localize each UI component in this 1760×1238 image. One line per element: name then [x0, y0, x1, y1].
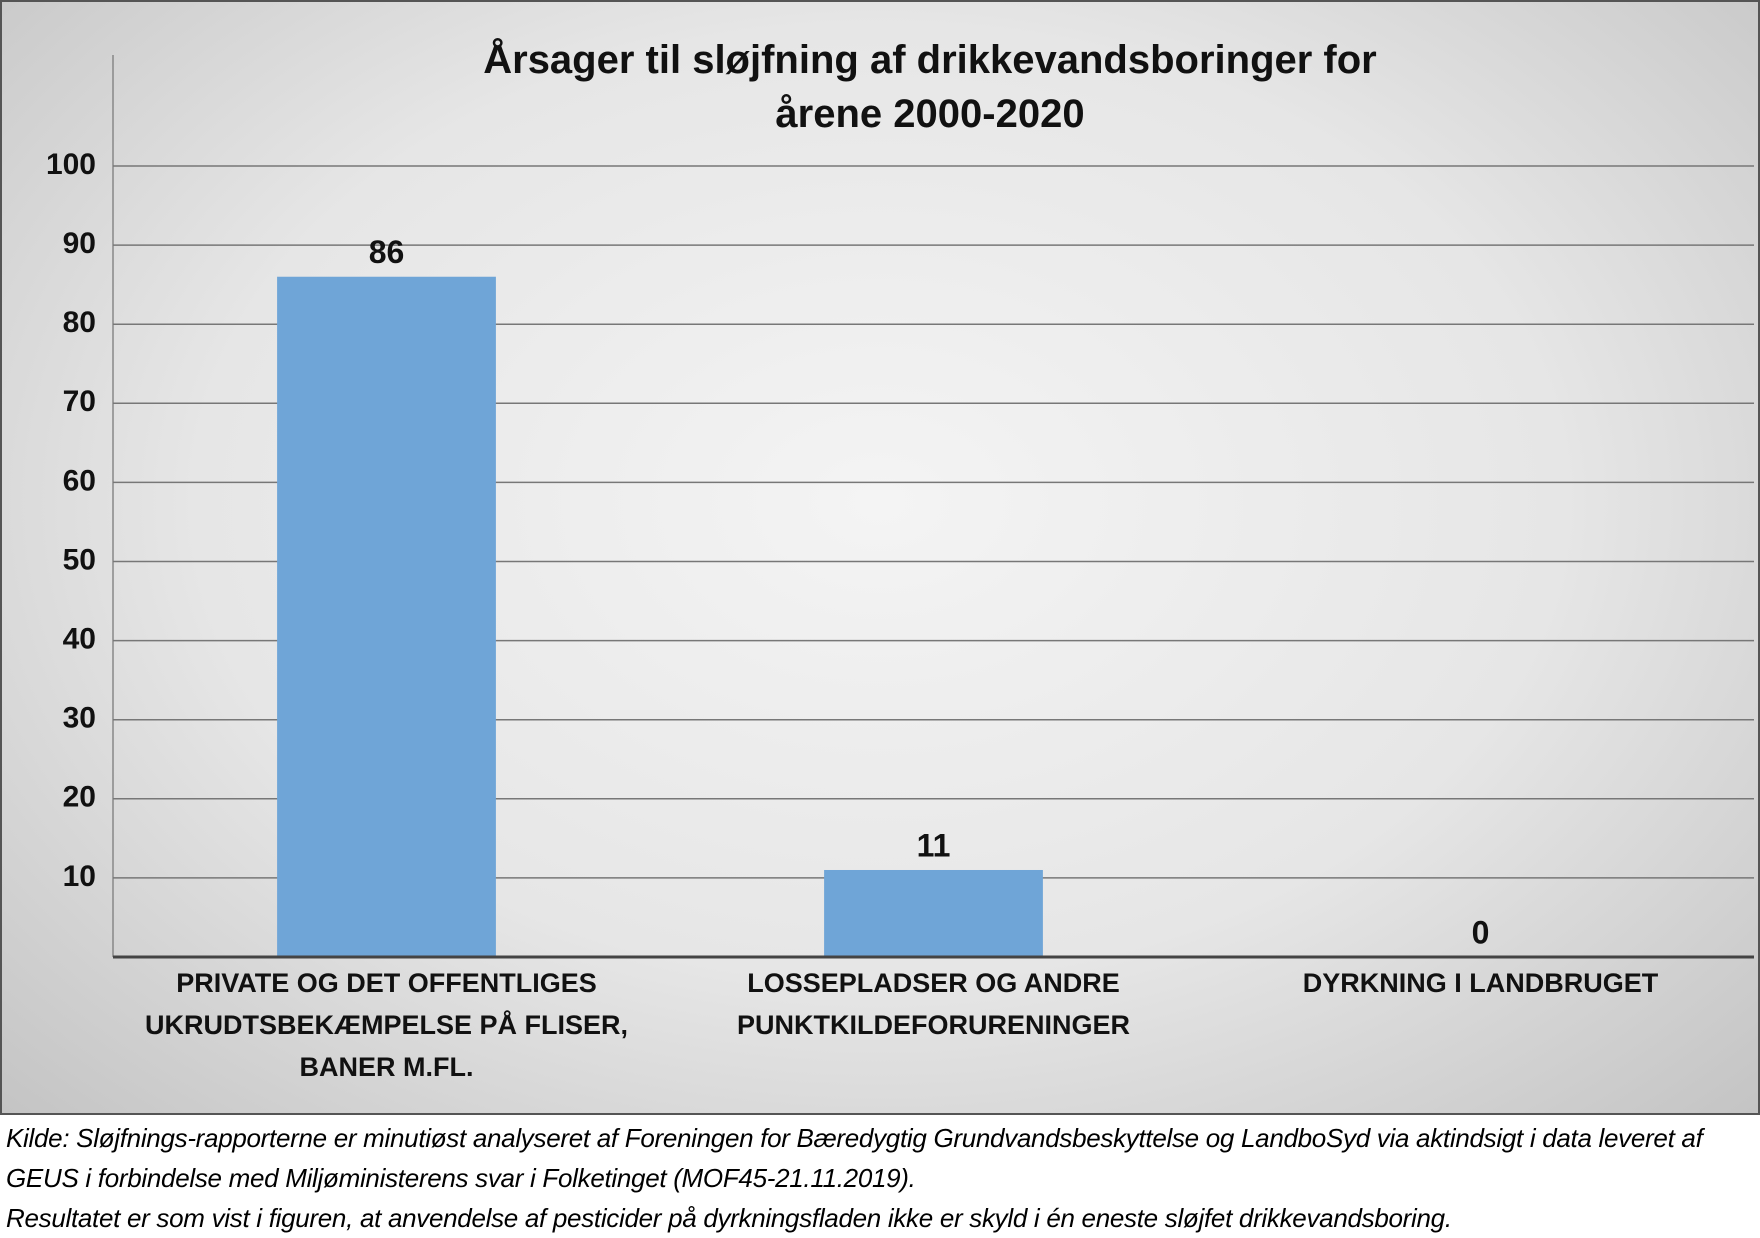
y-tick-label: 90	[63, 227, 96, 260]
footer: Kilde: Sløjfnings-rapporterne er minutiø…	[6, 1118, 1756, 1238]
y-tick-label: 30	[63, 702, 96, 735]
bar	[277, 276, 496, 957]
chart-title: Årsager til sløjfning af drikkevandsbori…	[483, 37, 1377, 136]
data-label: 11	[917, 827, 951, 863]
result-note: Resultatet er som vist i figuren, at anv…	[6, 1203, 1452, 1233]
data-label: 86	[369, 234, 405, 270]
x-tick-label: PRIVATE OG DET OFFENTLIGES UKRUDTSBEKÆMP…	[144, 968, 629, 1082]
source-note: Kilde: Sløjfnings-rapporterne er minutiø…	[6, 1123, 1703, 1193]
y-tick-label: 10	[63, 860, 96, 893]
y-tick-label: 60	[63, 464, 96, 497]
y-tick-label: 50	[63, 543, 96, 576]
y-tick-label: 20	[63, 781, 96, 814]
bar	[824, 869, 1043, 957]
chart: Årsager til sløjfning af drikkevandsbori…	[46, 37, 1754, 959]
data-label: 0	[1472, 914, 1490, 950]
y-tick-label: 80	[63, 306, 96, 339]
x-tick-label: LOSSEPLADSER OG ANDRE PUNKTKILDEFORURENI…	[736, 968, 1130, 1040]
x-tick-label: DYRKNING I LANDBRUGET	[1302, 968, 1659, 998]
y-tick-label: 70	[63, 385, 96, 418]
y-tick-label: 100	[46, 148, 96, 181]
y-tick-label: 40	[63, 623, 96, 656]
